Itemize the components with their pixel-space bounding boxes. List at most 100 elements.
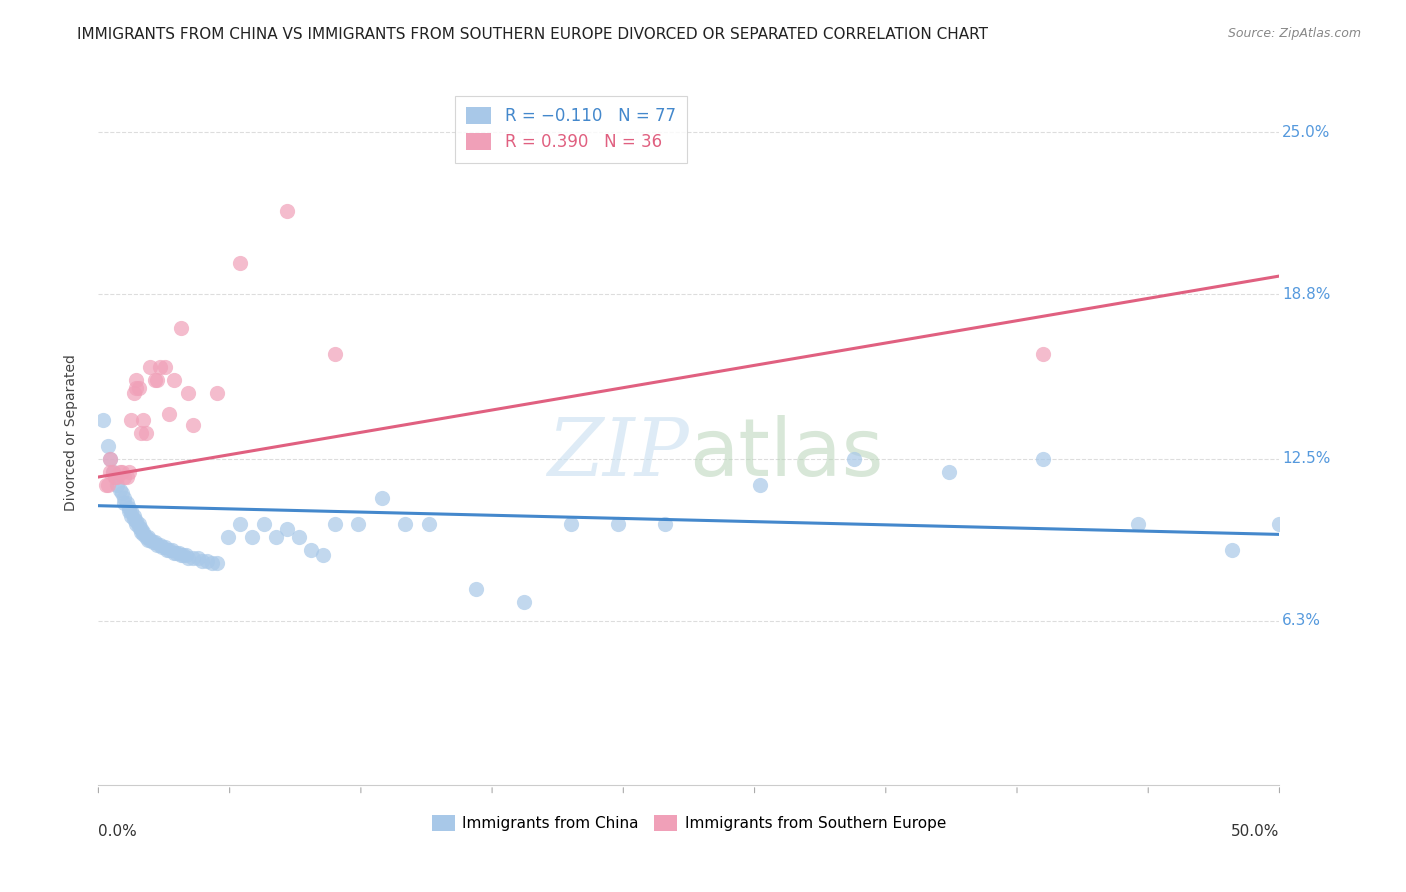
- Point: [108, 483, 131, 497]
- Point: [118, 504, 141, 518]
- Point: [177, 550, 200, 565]
- Point: [299, 543, 322, 558]
- Point: [165, 546, 187, 560]
- Point: [132, 412, 155, 426]
- Point: [125, 381, 148, 395]
- Point: [323, 516, 346, 531]
- Point: [205, 386, 228, 401]
- Point: [187, 550, 209, 565]
- Point: [115, 470, 138, 484]
- Point: [97, 439, 120, 453]
- Point: [105, 478, 128, 492]
- Point: [163, 373, 186, 387]
- Point: [201, 556, 224, 570]
- Point: [105, 470, 128, 484]
- Point: [146, 373, 169, 387]
- Point: [108, 465, 131, 479]
- Point: [150, 541, 173, 555]
- Point: [118, 465, 141, 479]
- Point: [122, 386, 145, 401]
- Point: [229, 256, 252, 270]
- Text: 18.8%: 18.8%: [1282, 287, 1330, 301]
- Point: [139, 360, 162, 375]
- Point: [170, 549, 193, 563]
- Point: [1268, 516, 1291, 531]
- Point: [149, 538, 172, 552]
- Point: [654, 516, 676, 531]
- Point: [560, 516, 582, 531]
- Point: [129, 522, 152, 536]
- Point: [177, 386, 200, 401]
- Point: [115, 496, 138, 510]
- Point: [135, 425, 157, 440]
- Point: [94, 478, 117, 492]
- Point: [121, 504, 143, 518]
- Point: [122, 512, 145, 526]
- Point: [129, 425, 152, 440]
- Point: [112, 496, 135, 510]
- Point: [276, 522, 298, 536]
- Point: [153, 541, 176, 555]
- Point: [195, 553, 218, 567]
- Point: [156, 543, 179, 558]
- Point: [157, 408, 180, 422]
- Point: [1032, 451, 1054, 466]
- Point: [149, 360, 172, 375]
- Point: [157, 543, 180, 558]
- Point: [418, 516, 440, 531]
- Point: [191, 553, 214, 567]
- Point: [205, 556, 228, 570]
- Text: Source: ZipAtlas.com: Source: ZipAtlas.com: [1227, 27, 1361, 40]
- Text: ZIP: ZIP: [547, 415, 689, 492]
- Point: [181, 417, 204, 432]
- Point: [181, 550, 204, 565]
- Point: [98, 465, 121, 479]
- Point: [98, 451, 121, 466]
- Point: [1032, 347, 1054, 361]
- Point: [122, 509, 145, 524]
- Point: [111, 485, 134, 500]
- Point: [143, 373, 166, 387]
- Point: [135, 530, 157, 544]
- Point: [288, 530, 311, 544]
- Point: [217, 530, 239, 544]
- Point: [253, 516, 276, 531]
- Point: [136, 533, 159, 547]
- Point: [101, 465, 124, 479]
- Point: [98, 451, 121, 466]
- Point: [240, 530, 263, 544]
- Point: [128, 516, 150, 531]
- Point: [121, 509, 143, 524]
- Point: [1220, 543, 1243, 558]
- Point: [229, 516, 252, 531]
- Point: [938, 465, 960, 479]
- Text: 12.5%: 12.5%: [1282, 451, 1330, 467]
- Point: [136, 530, 159, 544]
- Point: [121, 412, 143, 426]
- Point: [142, 535, 165, 549]
- Point: [170, 321, 193, 335]
- Point: [132, 524, 155, 539]
- Point: [112, 491, 135, 505]
- Point: [394, 516, 416, 531]
- Point: [118, 501, 141, 516]
- Point: [172, 549, 194, 563]
- Point: [163, 546, 186, 560]
- Point: [97, 478, 120, 492]
- Point: [146, 538, 169, 552]
- Point: [111, 465, 134, 479]
- Point: [139, 533, 162, 547]
- Point: [153, 360, 176, 375]
- Point: [104, 470, 127, 484]
- Text: 0.0%: 0.0%: [98, 823, 138, 838]
- Text: 50.0%: 50.0%: [1232, 823, 1279, 838]
- Point: [264, 530, 287, 544]
- Point: [128, 381, 150, 395]
- Point: [312, 549, 335, 563]
- Point: [512, 595, 534, 609]
- Point: [128, 519, 150, 533]
- Text: 6.3%: 6.3%: [1282, 613, 1320, 628]
- Point: [748, 478, 770, 492]
- Point: [91, 412, 114, 426]
- Point: [132, 527, 155, 541]
